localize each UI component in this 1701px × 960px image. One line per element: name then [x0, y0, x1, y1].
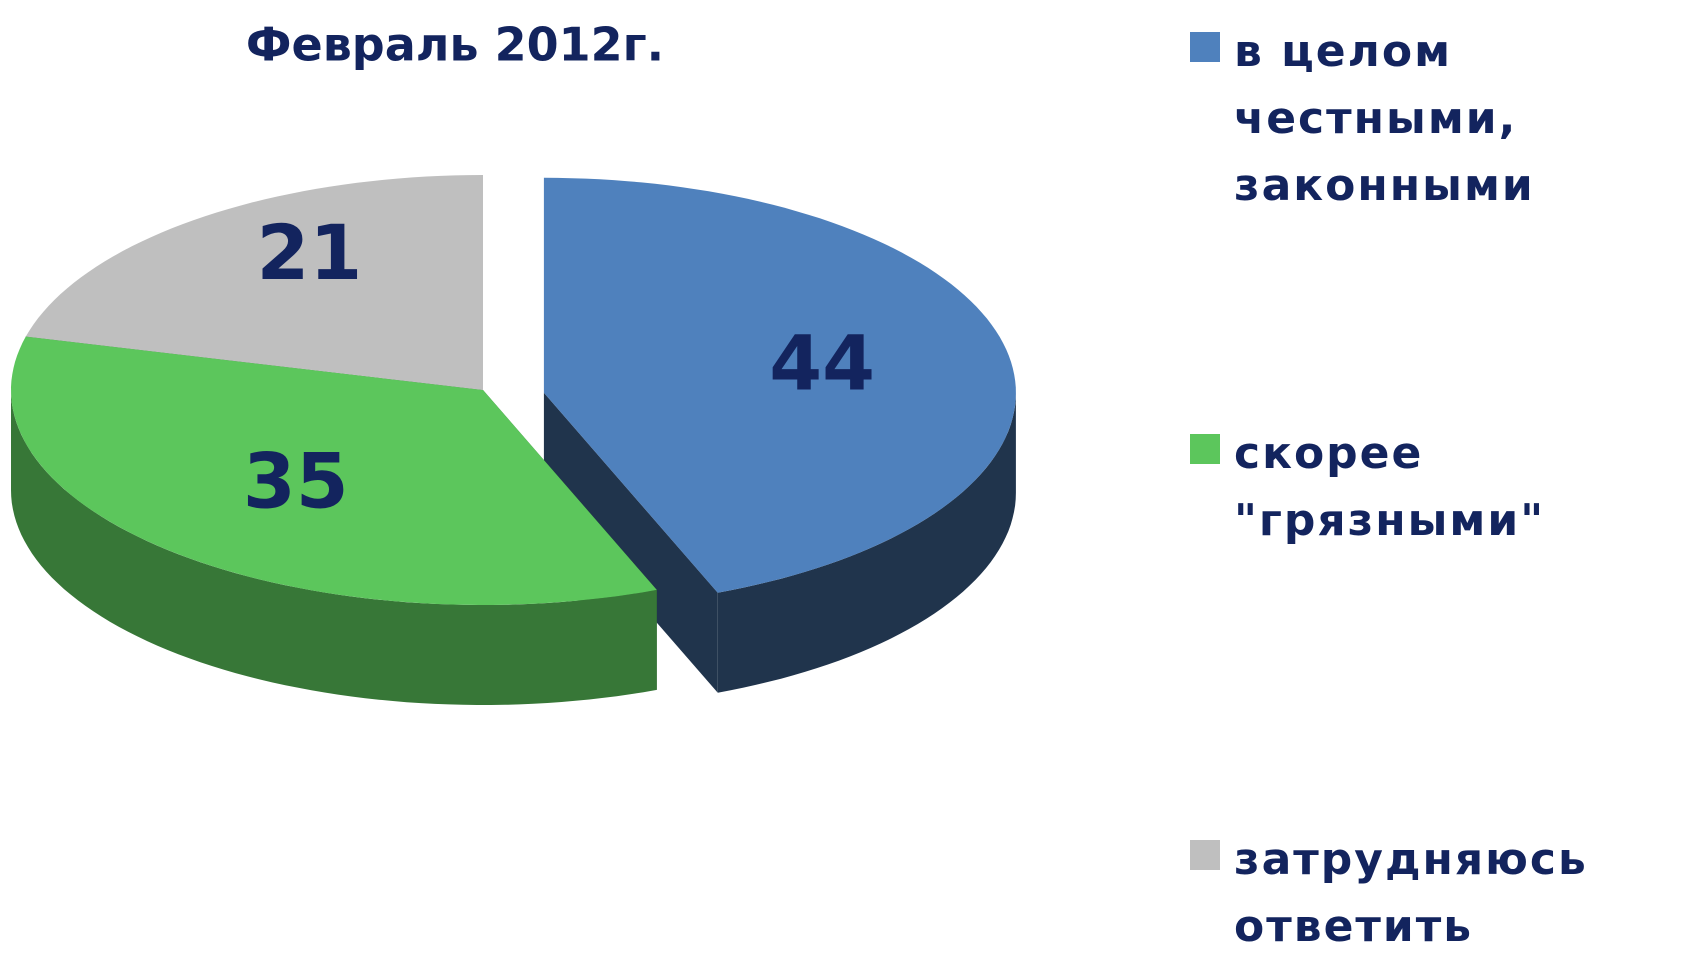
chart-title: Февраль 2012г.: [246, 18, 664, 72]
pie-slice: [543, 392, 1016, 693]
slice-cut-face: [543, 392, 718, 693]
slice-top: [543, 177, 1016, 593]
slice-top: [11, 336, 657, 605]
legend-swatch: [1190, 434, 1220, 464]
data-label: 35: [243, 437, 349, 526]
data-label: 21: [257, 208, 363, 297]
data-label: 44: [769, 319, 875, 408]
legend-text: в целом честными, законными: [1234, 26, 1535, 211]
legend-item: в целом честными, законными: [1190, 18, 1670, 219]
legend-swatch: [1190, 840, 1220, 870]
legend-item: скорее "грязными": [1190, 420, 1670, 554]
slice-top: [25, 175, 484, 390]
legend-text: затрудняюсь ответить: [1234, 834, 1588, 952]
pie-tops: [11, 175, 1016, 605]
legend-text: скорее "грязными": [1234, 428, 1546, 546]
chart: Февраль 2012г. 44 35 21: [11, 18, 1016, 705]
slice-side: [11, 390, 657, 705]
legend-swatch: [1190, 32, 1220, 62]
slice-side: [717, 392, 1016, 693]
legend-item: затрудняюсь ответить: [1190, 826, 1670, 960]
